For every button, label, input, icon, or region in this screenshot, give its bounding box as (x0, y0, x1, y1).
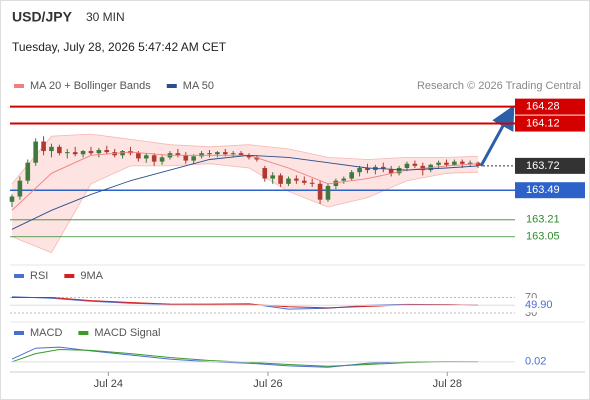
candle-body (64, 152, 70, 154)
candle-body (396, 167, 402, 174)
timeframe: 30 MIN (86, 10, 125, 24)
band-lower (11, 163, 479, 254)
candle-body (9, 196, 15, 202)
candle-body (444, 162, 449, 165)
candle-body (199, 153, 204, 157)
legend-swatch (14, 331, 24, 335)
candle-body (365, 167, 370, 171)
candle-body (246, 155, 252, 158)
candle-body (88, 151, 94, 154)
source: Research © 2026 Trading Central (417, 80, 581, 92)
legend-swatch (64, 274, 75, 278)
level-box (515, 157, 585, 174)
candle-body (278, 175, 283, 184)
candle-body (17, 180, 23, 197)
candle-body (159, 157, 165, 162)
candle-body (262, 167, 268, 179)
candle-body (215, 152, 220, 155)
level-label: 164.28 (526, 101, 560, 113)
level-label: 163.21 (526, 214, 560, 226)
candle-body (230, 153, 236, 155)
legend-label: RSI (30, 270, 48, 282)
candle-body (317, 183, 323, 200)
candle-body (349, 172, 354, 179)
candle-body (388, 169, 394, 174)
candle-body (357, 167, 362, 173)
current-label: 0.02 (525, 356, 546, 368)
candle-body (254, 157, 260, 160)
legend-swatch (166, 84, 177, 88)
legend-label: MA 50 (183, 80, 214, 92)
band-upper (11, 133, 479, 185)
level-label: 164.12 (526, 117, 560, 129)
candle-body (222, 152, 228, 155)
legend-swatch (14, 274, 24, 278)
legend-label: MACD Signal (94, 327, 160, 339)
legend-label: MACD (30, 327, 62, 339)
symbol: USD/JPY (12, 9, 73, 25)
candle-body (467, 162, 473, 164)
candle-body (270, 175, 275, 179)
legend-label: 9MA (80, 270, 103, 282)
x-tick-label: Jul 26 (253, 378, 282, 390)
x-tick-label: Jul 28 (433, 378, 462, 390)
level-label: 163.49 (526, 184, 560, 196)
candle-body (301, 180, 307, 183)
candle-body (57, 146, 62, 154)
candle-body (325, 185, 331, 200)
ma-line (11, 154, 479, 230)
candle-body (175, 153, 181, 156)
candle-body (191, 156, 196, 161)
timestamp: Tuesday, July 28, 2026 5:47:42 AM CET (12, 40, 227, 54)
candle-body (151, 155, 157, 162)
candle-body (136, 153, 141, 159)
candle-body (72, 152, 78, 155)
candle-body (341, 178, 347, 181)
legend-label: MA 20 + Bollinger Bands (30, 80, 151, 92)
level-box (515, 98, 585, 115)
candle-body (80, 151, 86, 155)
candle-body (207, 153, 212, 155)
candle-body (238, 153, 244, 156)
candle-body (309, 182, 315, 184)
legend-swatch (78, 331, 89, 335)
candle-body (49, 146, 54, 152)
candle-body (412, 163, 418, 166)
candle-body (41, 141, 46, 152)
candle-body (33, 141, 38, 163)
candle-body (183, 155, 189, 161)
candle-body (459, 161, 465, 164)
candle-body (404, 163, 410, 168)
candle-body (143, 155, 149, 159)
legend-swatch (14, 84, 24, 88)
level-box (515, 182, 585, 199)
candle-body (475, 162, 481, 166)
candle-body (436, 162, 441, 165)
forecast-arrow (479, 105, 515, 167)
current-box (517, 298, 557, 313)
x-tick-label: Jul 24 (94, 378, 123, 390)
level-label: 163.05 (526, 231, 560, 243)
candle-body (380, 166, 386, 170)
level-label: 163.72 (526, 160, 560, 172)
candle-body (333, 180, 339, 186)
candle-body (294, 178, 299, 181)
candle-body (25, 162, 31, 181)
candle-body (286, 178, 291, 184)
candle-body (452, 161, 457, 165)
current-box (517, 354, 557, 369)
candle-body (104, 150, 110, 153)
bollinger-band (11, 134, 479, 253)
level-box (515, 115, 585, 132)
current-label: 49.90 (525, 299, 553, 311)
candle-body (96, 150, 102, 154)
